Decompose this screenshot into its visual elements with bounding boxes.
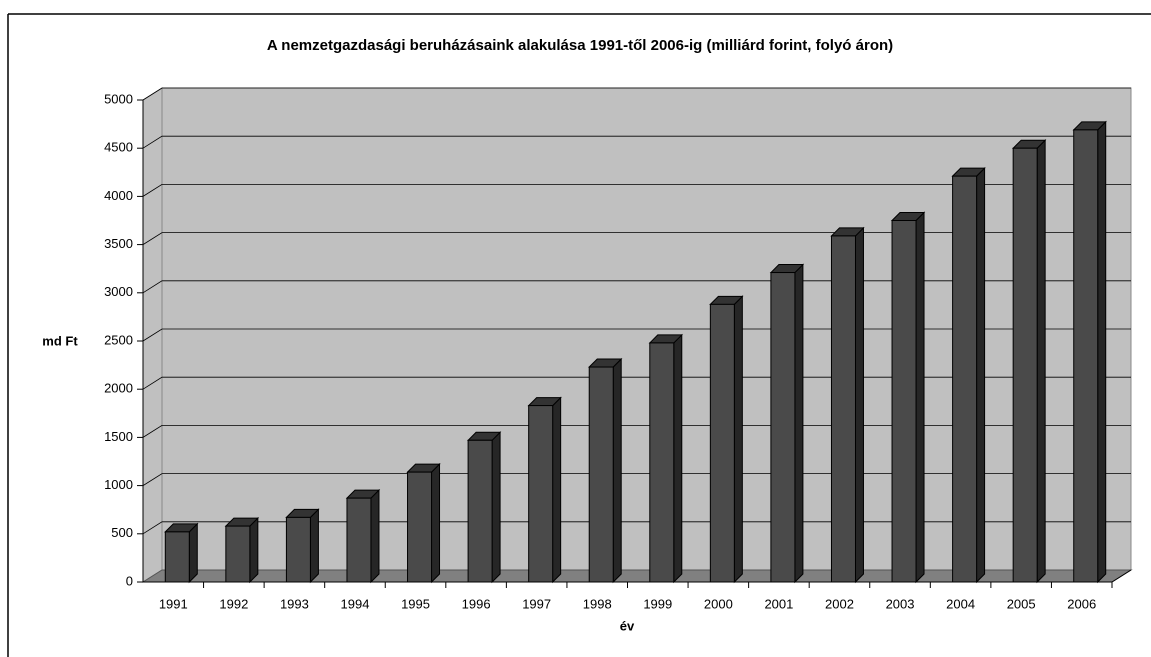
y-tick-label: 2500: [104, 332, 133, 347]
bar-side: [188, 522, 198, 584]
grid-line: [142, 87, 1131, 101]
y-tick-label: 0: [126, 573, 133, 588]
x-tick-label: 2001: [764, 596, 793, 611]
bar: [890, 211, 926, 584]
x-tick-label: 1997: [522, 596, 551, 611]
x-tick-label: 1994: [341, 596, 370, 611]
bar: [164, 522, 199, 584]
bar-side: [431, 462, 441, 584]
bar-side: [309, 508, 319, 584]
y-tick-label: 2000: [104, 381, 133, 396]
x-tick-label: 2004: [946, 596, 975, 611]
bar-front: [285, 516, 311, 583]
bar: [588, 357, 623, 584]
bar-front: [891, 220, 917, 583]
x-tick-label: 1996: [462, 596, 491, 611]
y-tick-label: 1500: [104, 429, 133, 444]
bar: [224, 516, 260, 584]
bar: [466, 431, 502, 584]
bar-front: [830, 235, 856, 583]
bar-front: [952, 175, 978, 583]
bar-front: [346, 497, 372, 583]
bar-front: [649, 342, 675, 583]
x-tick-label: 2006: [1067, 596, 1096, 611]
bar-side: [733, 295, 743, 584]
bar-side: [612, 357, 622, 584]
x-tick-label: 1999: [643, 596, 672, 611]
grid-line: [142, 376, 1131, 390]
bar: [345, 488, 381, 584]
bar-front: [407, 471, 433, 583]
x-tick-label: 2005: [1007, 596, 1036, 611]
bar-front: [467, 439, 493, 583]
bar-front: [588, 366, 614, 583]
bar: [709, 295, 744, 584]
y-tick-label: 4500: [104, 140, 133, 155]
y-tick-label: 5000: [104, 91, 133, 106]
bar: [1072, 120, 1107, 584]
bar-front: [1012, 147, 1038, 583]
x-tick-label: 1991: [159, 596, 188, 611]
bar-side: [1036, 138, 1046, 584]
bar-side: [794, 263, 804, 584]
grid-line: [142, 183, 1131, 197]
bar: [527, 396, 562, 584]
grid-line: [142, 473, 1131, 486]
bar-side: [552, 396, 562, 584]
y-tick-label: 3000: [104, 284, 133, 299]
bar-side: [673, 333, 683, 584]
y-tick-label: 500: [111, 525, 133, 540]
bar: [951, 166, 986, 584]
bar-side: [491, 431, 501, 584]
bar-side: [854, 226, 864, 584]
bar-front: [770, 272, 796, 583]
x-tick-label: 2000: [704, 596, 733, 611]
chart-title: A nemzetgazdasági beruházásaink alakulás…: [267, 37, 893, 54]
x-axis-depth: [1111, 569, 1132, 583]
bar-side: [976, 166, 986, 584]
bar-front: [528, 405, 554, 583]
x-tick-label: 2003: [886, 596, 915, 611]
x-tick-label: 1998: [583, 596, 612, 611]
bar: [406, 462, 441, 584]
bar-front: [1073, 129, 1099, 583]
x-tick-label: 1993: [280, 596, 309, 611]
bar-front: [164, 531, 190, 583]
bar-front: [709, 303, 735, 583]
bar-side: [915, 211, 925, 584]
grid-line: [142, 328, 1131, 342]
bar: [769, 263, 805, 584]
bar-side: [249, 516, 259, 584]
grid-line: [142, 232, 1131, 245]
bar: [1011, 138, 1047, 584]
x-tick-label: 1992: [219, 596, 248, 611]
bar: [830, 226, 865, 584]
bar-front: [225, 525, 251, 583]
bar-side: [1097, 120, 1107, 584]
y-tick-label: 3500: [104, 236, 133, 251]
x-tick-label: 1995: [401, 596, 430, 611]
y-tick-label: 4000: [104, 188, 133, 203]
grid-line: [142, 424, 1131, 438]
bar-side: [370, 488, 380, 584]
grid-line: [142, 135, 1131, 149]
y-tick-label: 1000: [104, 477, 133, 492]
bar: [648, 333, 683, 584]
grid-line: [142, 521, 1131, 535]
x-tick-label: 2002: [825, 596, 854, 611]
bar: [285, 508, 320, 584]
y-axis-label: md Ft: [42, 333, 78, 348]
grid-line: [142, 280, 1131, 294]
x-axis-label: év: [620, 618, 635, 633]
